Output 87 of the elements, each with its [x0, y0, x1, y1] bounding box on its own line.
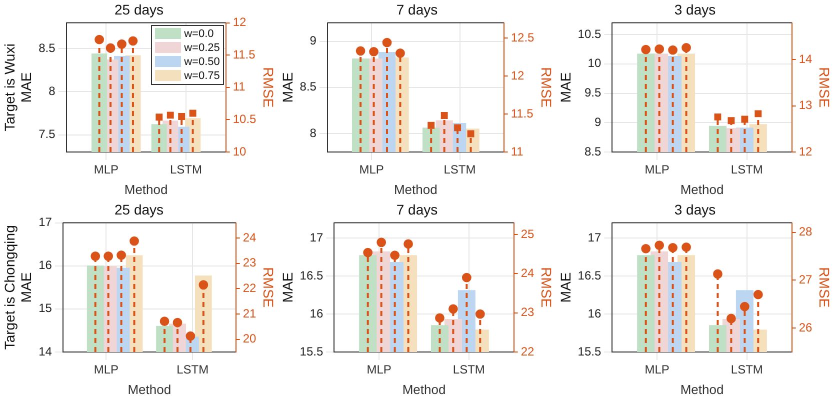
x-axis-title: Method [402, 382, 446, 397]
y2-axis-title: RMSE [538, 267, 555, 308]
y-tick-label: 8 [48, 84, 56, 98]
y2-tick-label: 11 [232, 80, 246, 94]
y-axis-title: MAE [557, 272, 574, 303]
y2-tick-label: 11.5 [510, 106, 534, 120]
chart-title: 7 days [396, 1, 438, 18]
x-tick-label: LSTM [452, 362, 485, 377]
legend-label: w=0.0 [184, 28, 214, 40]
y-tick-label: 9 [310, 34, 317, 48]
x-tick-label: MLP [366, 362, 392, 377]
x-tick-label: MLP [94, 162, 119, 177]
y-axis-title: MAE [557, 72, 574, 103]
y2-axis-title: RMSE [538, 67, 555, 108]
x-tick-label: MLP [94, 362, 119, 377]
y2-tick-label: 27 [798, 272, 813, 287]
y-tick-label: 14 [38, 344, 52, 358]
y2-tick-label: 25 [520, 226, 535, 241]
chart-title: 3 days [674, 201, 716, 218]
y2-tick-label: 26 [798, 320, 813, 334]
y-tick-label: 8 [310, 126, 317, 140]
x-tick-label: LSTM [176, 362, 209, 377]
chart-title: 25 days [114, 201, 164, 218]
y2-tick-label: 23 [242, 256, 257, 270]
y2-tick-label: 23 [520, 305, 535, 320]
y-tick-label: 15.5 [578, 344, 602, 358]
y-tick-label: 10.5 [578, 26, 602, 41]
legend-label: w=0.50 [184, 56, 220, 68]
y-tick-label: 17 [310, 230, 324, 244]
y2-tick-label: 14 [798, 52, 813, 66]
y-tick-label: 8.5 [38, 40, 56, 55]
x-tick-label: MLP [644, 362, 670, 377]
x-axis-title: Method [394, 182, 438, 197]
y2-tick-label: 12 [232, 15, 247, 30]
y2-tick-label: 22 [242, 280, 257, 295]
legend-label: w=0.75 [184, 70, 220, 82]
y-tick-label: 8.5 [300, 80, 317, 94]
y2-axis-title: RMSE [816, 267, 833, 308]
y-tick-label: 10 [588, 56, 602, 70]
x-tick-label: LSTM [730, 362, 763, 377]
y-tick-label: 8.5 [584, 144, 602, 158]
y-tick-label: 16 [310, 306, 324, 320]
y-axis-title: Target is Chongqing MAE [1, 225, 34, 350]
x-axis-title: Method [680, 182, 724, 197]
y2-tick-label: 12 [510, 68, 525, 82]
y-tick-label: 9.5 [584, 86, 602, 100]
chart-title: 7 days [396, 201, 438, 218]
y2-tick-label: 10.5 [232, 112, 257, 126]
y2-tick-label: 12 [798, 144, 813, 158]
y-tick-label: 15.5 [300, 344, 324, 358]
chart-title: 3 days [674, 1, 716, 18]
y-axis-title: MAE [279, 272, 296, 303]
x-axis-title: Method [124, 182, 168, 197]
y2-tick-label: 20 [242, 332, 257, 346]
y2-tick-label: 28 [798, 224, 813, 239]
y-axis-title: Target is Wuxi MAE [1, 44, 34, 132]
y2-tick-label: 11.5 [232, 47, 256, 62]
legend-label: w=0.25 [184, 42, 220, 54]
chart-title: 25 days [114, 1, 164, 18]
x-tick-label: LSTM [730, 162, 763, 177]
y-tick-label: 16.5 [578, 268, 602, 282]
x-tick-label: MLP [359, 162, 384, 177]
y2-axis-title: RMSE [260, 67, 277, 108]
y2-axis-title: RMSE [260, 267, 277, 308]
y2-tick-label: 21 [242, 306, 257, 320]
y2-tick-label: 24 [520, 266, 535, 280]
y2-tick-label: 12.5 [510, 30, 535, 44]
y-tick-label: 15 [38, 301, 52, 316]
y2-tick-label: 10 [232, 144, 247, 158]
y-tick-label: 17 [588, 230, 602, 244]
x-tick-label: LSTM [444, 162, 476, 177]
y-tick-label: 7.5 [38, 127, 56, 142]
x-axis-title: Method [128, 382, 172, 397]
x-tick-label: MLP [644, 162, 670, 177]
y2-axis-title: RMSE [816, 67, 833, 108]
y-tick-label: 16 [588, 306, 602, 320]
y-tick-label: 16.5 [300, 268, 324, 282]
x-axis-title: Method [680, 382, 724, 397]
y2-tick-label: 24 [242, 230, 257, 244]
y2-tick-label: 11 [510, 144, 524, 158]
x-tick-label: LSTM [170, 162, 202, 177]
y-tick-label: 17 [38, 215, 52, 230]
y2-tick-label: 13 [798, 98, 813, 112]
y-tick-label: 16 [38, 258, 52, 272]
y-tick-label: 9 [594, 114, 602, 129]
y-axis-title: MAE [279, 72, 296, 103]
y2-tick-label: 22 [520, 344, 535, 358]
